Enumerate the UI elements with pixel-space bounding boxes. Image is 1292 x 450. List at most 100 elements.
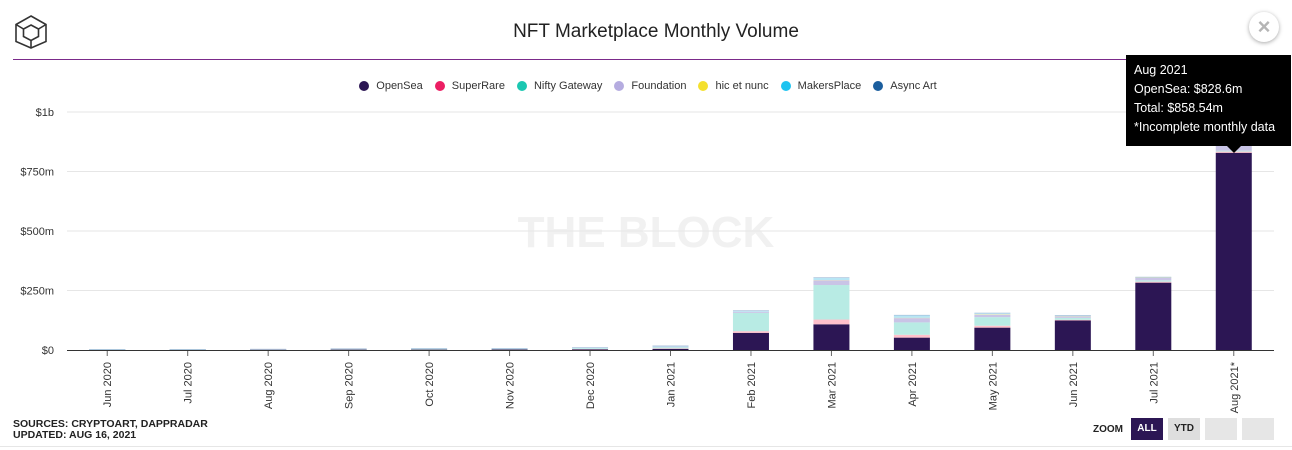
bar-segment[interactable] xyxy=(732,310,769,312)
bar-segment[interactable] xyxy=(974,327,1011,350)
bar-segment[interactable] xyxy=(813,324,850,350)
bar-segment[interactable] xyxy=(893,314,930,316)
bar-segment[interactable] xyxy=(572,348,609,350)
bar-segment[interactable] xyxy=(411,348,448,350)
bar-segment[interactable] xyxy=(893,322,930,335)
bar-segment[interactable] xyxy=(1054,320,1091,350)
tooltip-total: Total: $858.54m xyxy=(1134,101,1223,115)
bar-segment[interactable] xyxy=(250,348,287,350)
bar-segment[interactable] xyxy=(732,312,769,332)
legend-dot xyxy=(516,81,527,91)
bar-segment[interactable] xyxy=(1135,276,1172,278)
bar-segment[interactable] xyxy=(572,349,609,350)
bar-segment[interactable] xyxy=(491,348,528,349)
bar-segment[interactable] xyxy=(491,349,528,350)
bar-segment[interactable] xyxy=(1054,319,1091,321)
chart-title: NFT Marketplace Monthly Volume xyxy=(513,21,799,42)
bar-segment[interactable] xyxy=(893,337,930,350)
bar-segment[interactable] xyxy=(1135,277,1172,281)
bar-segment[interactable] xyxy=(572,347,609,349)
bar-segment[interactable] xyxy=(411,349,448,350)
legend-item-makersplace[interactable]: MakersPlace xyxy=(780,80,862,92)
bar-segment[interactable] xyxy=(491,348,528,350)
bar-segment[interactable] xyxy=(974,313,1011,315)
legend-dot xyxy=(434,81,445,91)
bar-segment[interactable] xyxy=(893,318,930,323)
bar-segment[interactable] xyxy=(1135,280,1172,282)
legend-label: Foundation xyxy=(631,80,687,92)
x-tick-label: Jun 2021 xyxy=(1068,362,1080,407)
bar-segment[interactable] xyxy=(893,315,930,318)
footer-divider xyxy=(0,446,1292,447)
bar-segment[interactable] xyxy=(813,280,850,286)
x-tick-label: Apr 2021 xyxy=(907,362,919,407)
bar-segment[interactable] xyxy=(1135,282,1172,350)
legend-label: Async Art xyxy=(890,80,937,92)
bar-segment[interactable] xyxy=(732,310,769,311)
bar-segment[interactable] xyxy=(974,312,1011,314)
bar-segment[interactable] xyxy=(330,348,367,350)
x-tick-label: Jan 2021 xyxy=(666,362,678,407)
legend-item-hic-et-nunc[interactable]: hic et nunc xyxy=(698,80,769,92)
bar-segment[interactable] xyxy=(652,345,689,347)
legend-dot xyxy=(614,81,625,91)
legend-item-nifty-gateway[interactable]: Nifty Gateway xyxy=(516,80,602,92)
bar-segment[interactable] xyxy=(652,347,689,349)
legend-label: SuperRare xyxy=(451,80,505,92)
y-tick-label: $500m xyxy=(20,226,54,238)
bar-segment[interactable] xyxy=(652,348,689,350)
bar-segment[interactable] xyxy=(1054,316,1091,318)
legend-item-async-art[interactable]: Async Art xyxy=(873,80,937,92)
bar-segment[interactable] xyxy=(652,346,689,348)
bar-segment[interactable] xyxy=(813,285,850,320)
sources-text: SOURCES: CRYPTOART, DAPPRADAR xyxy=(13,418,208,430)
bar-segment[interactable] xyxy=(1054,317,1091,320)
bar-segment[interactable] xyxy=(813,319,850,325)
bar-segment[interactable] xyxy=(974,325,1011,328)
legend-item-opensea[interactable]: OpenSea xyxy=(359,80,423,92)
bar-segment[interactable] xyxy=(813,277,850,281)
legend-item-foundation[interactable]: Foundation xyxy=(614,80,686,92)
bar-segment[interactable] xyxy=(652,348,689,349)
tooltip-month: Aug 2021 xyxy=(1134,63,1188,77)
bar-segment[interactable] xyxy=(732,331,769,333)
legend-dot xyxy=(873,81,884,91)
legend-label: MakersPlace xyxy=(797,80,862,92)
x-tick-label: Dec 2020 xyxy=(585,362,597,409)
legend-item-superrare[interactable]: SuperRare xyxy=(434,80,505,92)
legend-label: OpenSea xyxy=(376,80,423,92)
close-button[interactable]: × xyxy=(1249,12,1279,42)
bar-segment[interactable] xyxy=(1135,281,1172,283)
bar-segment[interactable] xyxy=(974,314,1011,315)
bar-segment[interactable] xyxy=(169,349,206,350)
bar-segment[interactable] xyxy=(974,317,1011,326)
bar-segment[interactable] xyxy=(330,348,367,350)
x-tick-label: Aug 2021* xyxy=(1229,361,1241,413)
bar-segment[interactable] xyxy=(330,349,367,350)
bar-segment[interactable] xyxy=(1054,315,1091,317)
x-tick-label: Aug 2020 xyxy=(263,362,275,409)
bar-segment[interactable] xyxy=(974,314,1011,318)
the-block-logo-icon xyxy=(15,15,47,49)
x-tick-label: Jul 2021 xyxy=(1148,362,1160,404)
zoom-button-3[interactable] xyxy=(1205,418,1237,440)
bar-segment[interactable] xyxy=(732,311,769,313)
bar-segment[interactable] xyxy=(89,349,126,350)
x-tick-label: Jun 2020 xyxy=(102,362,114,407)
bar-segment[interactable] xyxy=(652,346,689,347)
watermark: THE BLOCK xyxy=(518,208,775,257)
bar-segment[interactable] xyxy=(732,332,769,350)
bar-segment[interactable] xyxy=(1054,315,1091,316)
bar-segment[interactable] xyxy=(411,348,448,349)
updated-text: UPDATED: AUG 16, 2021 xyxy=(13,429,137,441)
bar-segment[interactable] xyxy=(813,277,850,278)
bar-segment[interactable] xyxy=(572,347,609,348)
zoom-all-button[interactable]: ALL xyxy=(1131,418,1163,440)
bar-segment[interactable] xyxy=(1215,152,1252,350)
zoom-button-4[interactable] xyxy=(1242,418,1274,440)
zoom-ytd-button[interactable]: YTD xyxy=(1168,418,1200,440)
x-tick-label: Jul 2020 xyxy=(183,362,195,404)
tooltip-opensea: OpenSea: $828.6m xyxy=(1134,82,1243,96)
bar-segment[interactable] xyxy=(893,334,930,338)
